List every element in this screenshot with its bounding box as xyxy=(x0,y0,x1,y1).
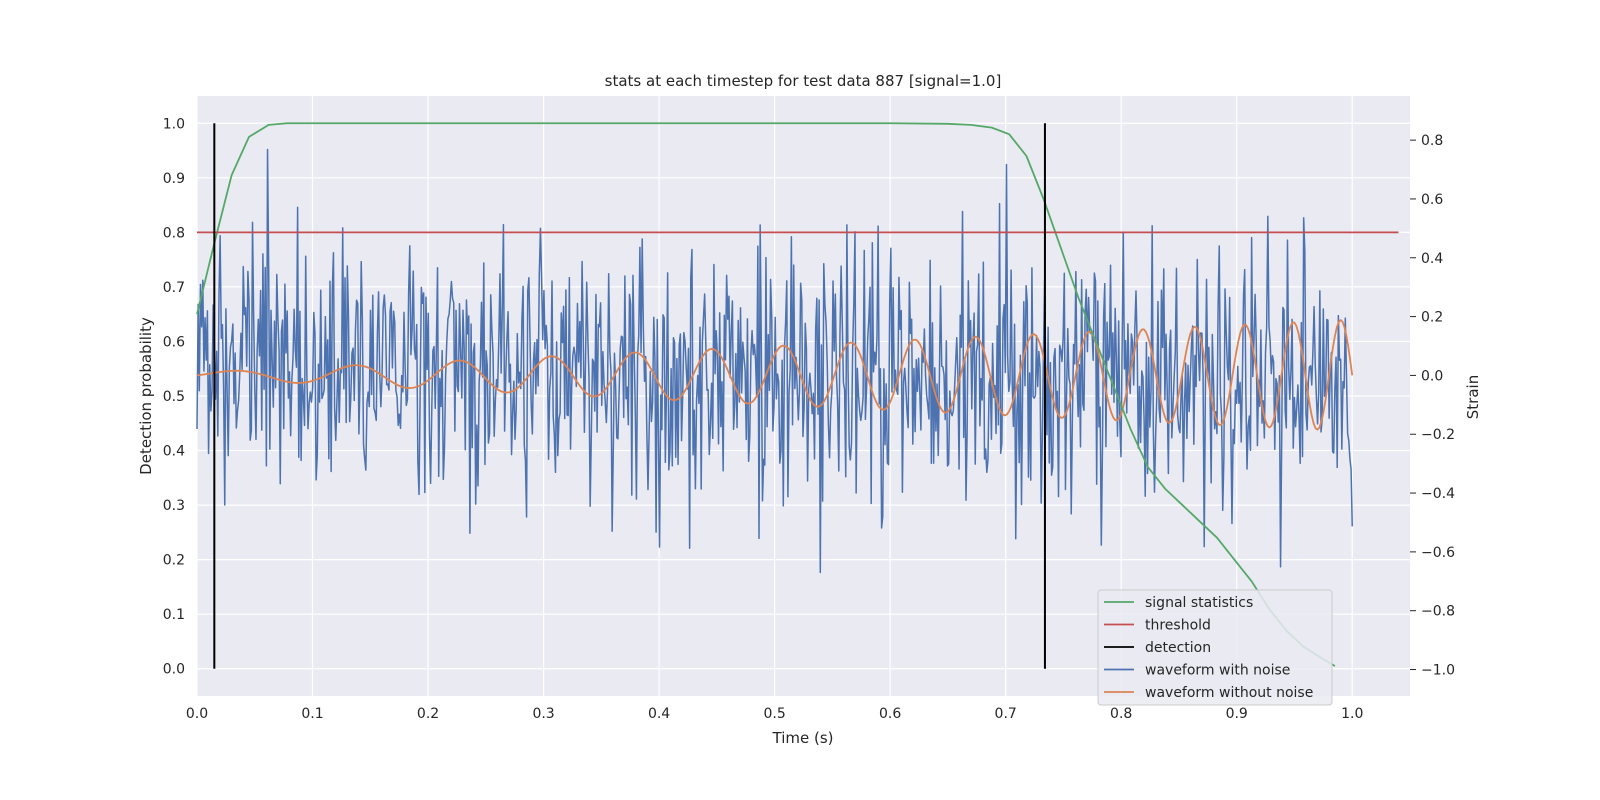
x-tick-label: 0.3 xyxy=(532,706,554,722)
y-tick-label: 0.1 xyxy=(163,607,185,623)
y-tick-label: 0.9 xyxy=(163,171,185,187)
y2-tick-label: −0.2 xyxy=(1421,427,1455,443)
y2-tick-label: −0.8 xyxy=(1421,604,1455,620)
legend-label: waveform with noise xyxy=(1145,663,1290,679)
y2-tick-label: −0.4 xyxy=(1421,486,1455,502)
y-tick-label: 0.0 xyxy=(163,662,185,678)
y2-tick-label: 0.2 xyxy=(1421,310,1443,326)
y-tick-label: 0.6 xyxy=(163,334,185,350)
y2-tick-label: −1.0 xyxy=(1421,663,1455,679)
x-tick-label: 0.4 xyxy=(648,706,670,722)
x-tick-label: 0.8 xyxy=(1110,706,1132,722)
y-tick-label: 0.3 xyxy=(163,498,185,514)
legend-box xyxy=(1097,589,1333,706)
y2-axis-ticks: −1.0 −0.8 −0.6 −0.4 −0.2 0.0 0.2 0.4 0.6 0.8 xyxy=(1410,133,1455,679)
x-axis-ticks: 0.0 0.1 0.2 0.3 0.4 0.5 0.6 0.7 0.8 0.9 1.0 xyxy=(186,706,1364,722)
y-tick-label: 0.8 xyxy=(163,225,185,241)
x-axis-label: Time (s) xyxy=(772,729,834,747)
x-tick-label: 1.0 xyxy=(1341,706,1363,722)
waveform-without-noise-line xyxy=(196,319,1354,431)
legend-label: waveform without noise xyxy=(1145,685,1313,701)
x-tick-label: 0.2 xyxy=(417,706,439,722)
y2-tick-label: 0.6 xyxy=(1421,192,1443,208)
y-tick-label: 0.7 xyxy=(163,280,185,296)
chart-title: stats at each timestep for test data 887… xyxy=(605,72,1002,90)
legend: signal statistics threshold detection wavef… xyxy=(1097,589,1333,706)
series-layer xyxy=(196,122,1399,669)
x-tick-label: 0.9 xyxy=(1226,706,1248,722)
x-tick-label: 0.0 xyxy=(186,706,208,722)
y2-tick-label: −0.6 xyxy=(1421,545,1455,561)
y-tick-label: 1.0 xyxy=(163,116,185,132)
legend-label: threshold xyxy=(1145,618,1211,634)
legend-label: detection xyxy=(1145,640,1211,656)
y-tick-label: 0.4 xyxy=(163,444,185,460)
legend-label: signal statistics xyxy=(1145,595,1253,611)
y-tick-label: 0.5 xyxy=(163,389,185,405)
y-axis-label: Detection probability xyxy=(137,317,155,475)
x-tick-label: 0.6 xyxy=(879,706,901,722)
y-tick-label: 0.2 xyxy=(163,553,185,569)
x-tick-label: 0.7 xyxy=(995,706,1017,722)
y-axis-ticks: 0.0 0.1 0.2 0.3 0.4 0.5 0.6 0.7 0.8 0.9 1.0 xyxy=(163,116,185,677)
x-tick-label: 0.5 xyxy=(763,706,785,722)
signal-statistics-line xyxy=(196,122,1336,667)
y2-axis-label: Strain xyxy=(1464,375,1482,419)
legend-items: signal statistics threshold detection wavef… xyxy=(1104,595,1313,701)
y2-tick-label: 0.8 xyxy=(1421,133,1443,149)
y2-tick-label: 0.4 xyxy=(1421,251,1443,267)
waveform-with-noise-line xyxy=(196,148,1353,574)
y2-tick-label: 0.0 xyxy=(1421,368,1443,384)
x-tick-label: 0.1 xyxy=(301,706,323,722)
